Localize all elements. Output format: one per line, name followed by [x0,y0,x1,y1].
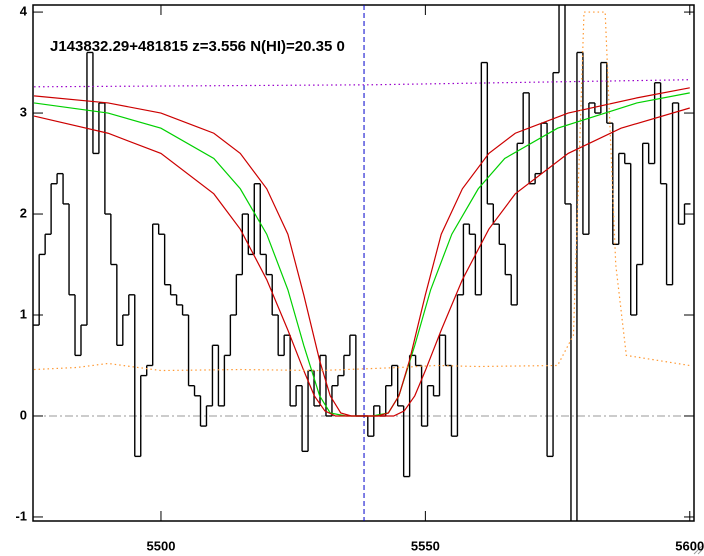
y-tick-label: 0 [20,407,27,422]
chart-title: J143832.29+481815 z=3.556 N(HI)=20.35 0 [50,38,345,55]
model-line [33,92,690,417]
model-line [34,79,690,88]
resize-grip [693,545,703,555]
x-tick-label: 5550 [411,538,440,553]
model-line [34,87,690,417]
y-tick-label: -1 [15,508,27,523]
x-tick-label: 5500 [147,538,176,553]
plot-frame [32,4,695,522]
y-tick-label: 1 [20,306,27,321]
x-tick-label: 5600 [675,538,704,553]
model-line [34,11,690,372]
y-tick-label: 2 [20,205,27,220]
plot-area [33,5,694,521]
y-tick-label: 4 [20,4,28,19]
y-tick-label: 3 [20,104,27,119]
model-line [33,107,690,417]
